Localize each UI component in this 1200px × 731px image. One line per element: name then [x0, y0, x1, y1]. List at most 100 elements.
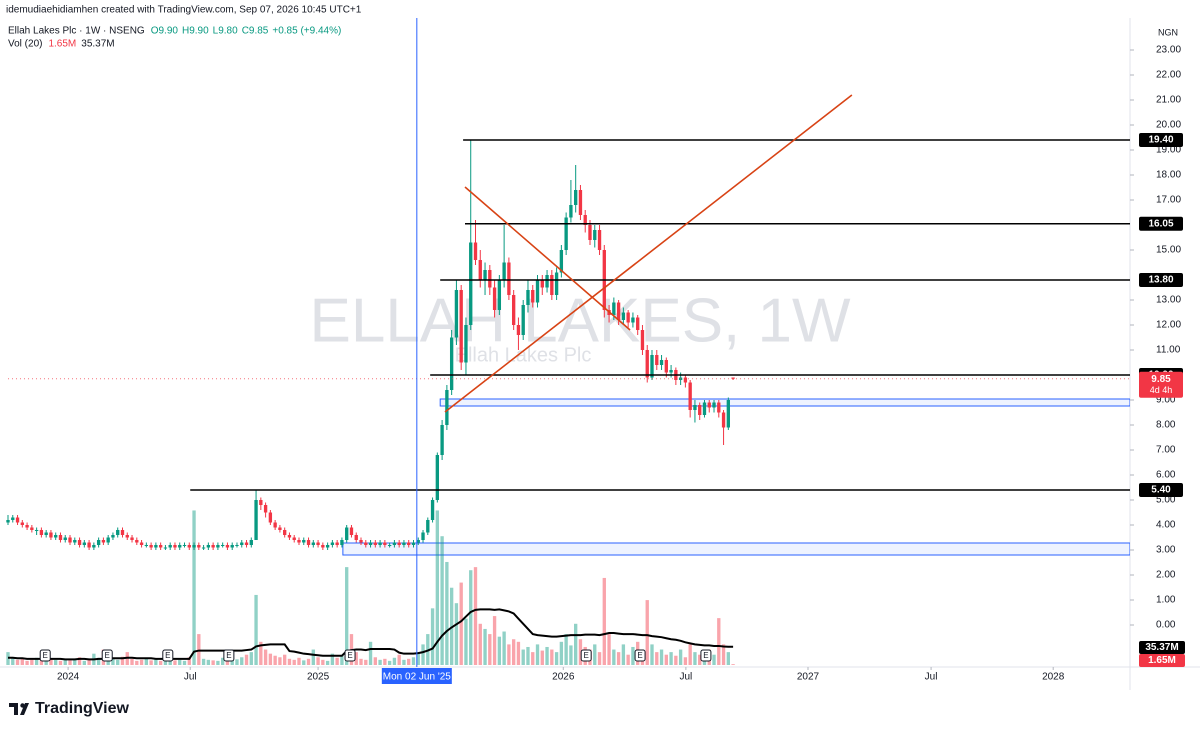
candle-body	[593, 230, 597, 240]
currency: NGN	[1158, 27, 1178, 37]
volume-bar	[30, 659, 34, 665]
candle-body	[101, 540, 106, 543]
candle-body	[721, 412, 726, 428]
event-label: E	[165, 651, 170, 660]
candle-body	[574, 190, 578, 205]
candle-body	[240, 542, 244, 545]
x-tick-label: 2028	[1042, 672, 1065, 683]
candle-body	[297, 540, 301, 543]
candle-body	[68, 537, 72, 543]
volume-bar	[244, 654, 249, 665]
trend-line	[444, 94, 853, 413]
event-badge	[223, 649, 235, 662]
candle-body	[182, 545, 187, 546]
volume-bar	[430, 608, 435, 665]
volume-bar	[130, 658, 134, 665]
volume-bar	[659, 649, 664, 665]
volume-bar	[531, 652, 535, 665]
volume-bar	[545, 646, 549, 665]
candle-body	[263, 505, 268, 513]
candle-body	[216, 545, 220, 548]
watermark-title: ELLAH LAKES, 1W	[309, 286, 850, 355]
candle-body	[354, 535, 358, 540]
volume-bar	[569, 645, 573, 665]
volume-bar	[11, 657, 15, 665]
event-badge	[162, 649, 174, 662]
candle-body	[645, 350, 649, 378]
footer-logo: TradingView	[9, 700, 130, 717]
candle-body	[58, 535, 63, 540]
event-label: E	[105, 651, 110, 660]
volume-bar	[34, 657, 39, 665]
candle-body	[402, 542, 406, 545]
event-badge	[39, 649, 51, 662]
volume-ma-label: 35.37M	[1145, 642, 1178, 653]
candle-body	[120, 530, 125, 535]
level-label-box	[1139, 273, 1183, 287]
candle-body	[731, 377, 735, 379]
volume-bar	[492, 616, 497, 665]
volume-bar	[464, 618, 468, 665]
volume-bar	[693, 652, 697, 665]
candle-body	[192, 545, 196, 548]
volume-bar	[192, 510, 196, 665]
candle-body	[287, 535, 292, 538]
candle-body	[526, 290, 530, 305]
candle-body	[158, 545, 163, 548]
crosshair-label-box	[381, 668, 452, 684]
volume-bar	[345, 567, 349, 665]
candle-body	[34, 530, 39, 531]
candle-body	[464, 325, 468, 363]
candle-body	[39, 530, 44, 535]
candle-body	[459, 290, 463, 363]
y-tick-label: 17.00	[1156, 195, 1181, 206]
event-badge	[700, 649, 712, 662]
candle-body	[535, 280, 540, 303]
volume-bar	[674, 655, 678, 665]
candle-body	[82, 542, 86, 545]
volume-bar	[63, 659, 67, 665]
candle-body	[421, 532, 425, 540]
candle-body	[178, 545, 182, 548]
volume-bar	[554, 652, 559, 665]
volume-bar	[25, 660, 29, 665]
volume-bar	[49, 658, 53, 665]
y-tick-label: 8.00	[1156, 420, 1176, 431]
volume-legend-value: 35.37M	[81, 39, 114, 50]
volume-bar	[201, 658, 206, 665]
volume-bar	[688, 644, 692, 665]
volume-bar	[116, 659, 120, 665]
event-label: E	[637, 651, 642, 660]
volume-bar	[564, 634, 568, 665]
y-tick-label: 22.00	[1156, 70, 1181, 81]
y-tick-label: 13.00	[1156, 295, 1181, 306]
volume-bar	[454, 603, 459, 665]
volume-bar	[416, 652, 420, 665]
candle-body	[707, 402, 711, 408]
volume-bar	[144, 657, 149, 665]
volume-bar	[383, 658, 387, 665]
legend-value: L9.80	[213, 26, 238, 37]
y-tick-label: 4.00	[1156, 520, 1176, 531]
volume-bar	[82, 660, 86, 665]
candle-body	[149, 545, 153, 548]
candle-body	[655, 355, 659, 365]
volume-bar	[435, 510, 440, 665]
candle-body	[569, 205, 573, 218]
y-tick-label: 9.00	[1156, 395, 1176, 406]
y-tick-label: 5.00	[1156, 495, 1176, 506]
last-price-box	[1139, 371, 1183, 398]
header: idemudiaehidiamhen created with TradingV…	[6, 5, 362, 16]
candle-body	[20, 522, 24, 525]
candle-body	[163, 547, 168, 549]
volume-bar	[612, 649, 616, 665]
legend-value: H9.90	[182, 26, 209, 37]
volume-bar	[507, 644, 511, 665]
candle-body	[302, 540, 306, 543]
volume-bar	[278, 657, 282, 665]
volume-bar	[20, 658, 24, 665]
candle-body	[636, 317, 640, 330]
volume-bar	[698, 654, 702, 665]
volume-bar	[135, 660, 139, 665]
candle-body	[325, 545, 330, 548]
